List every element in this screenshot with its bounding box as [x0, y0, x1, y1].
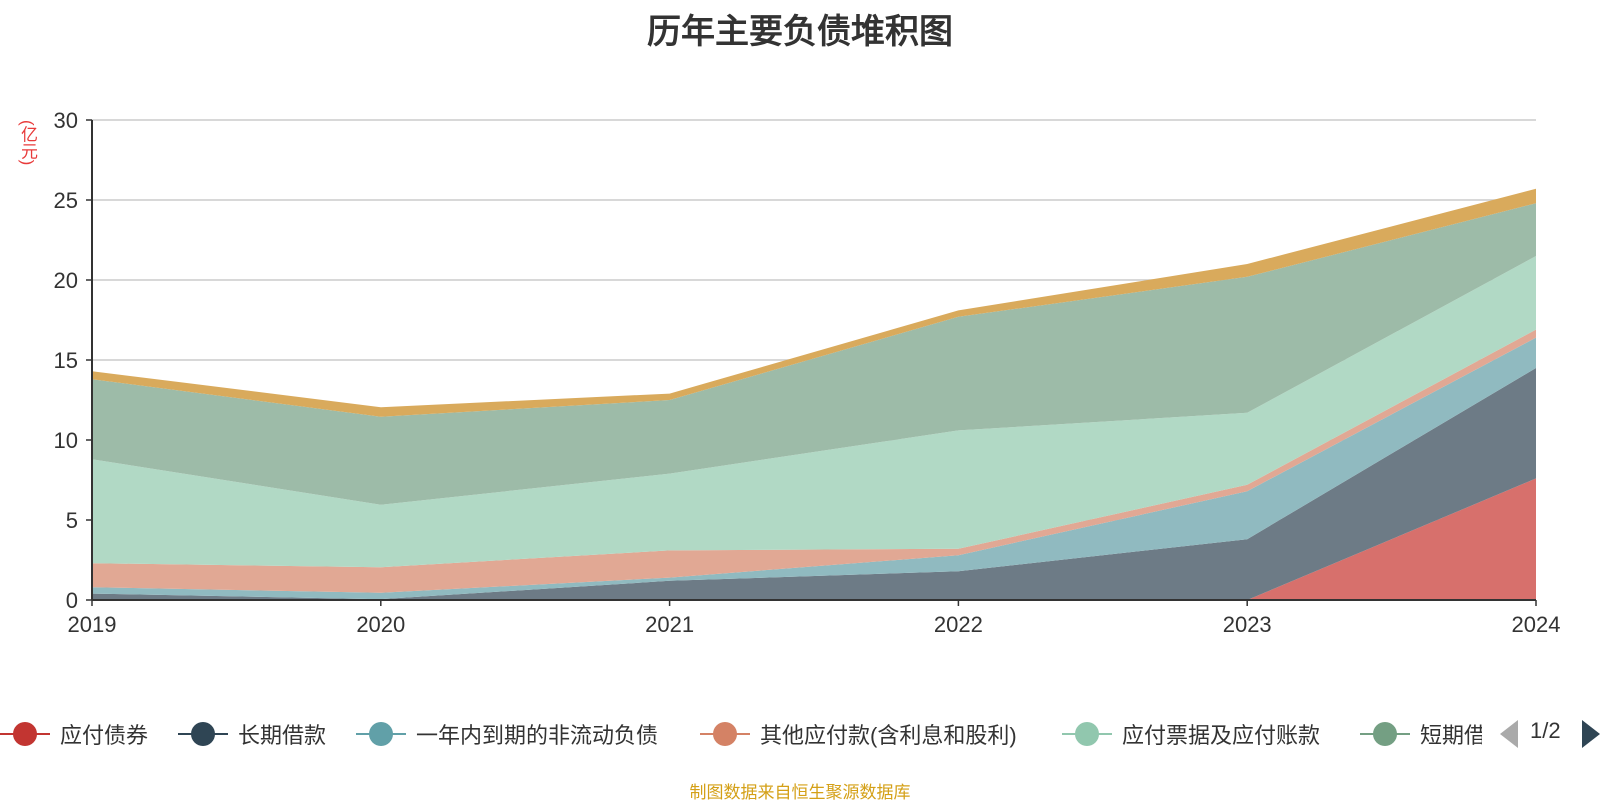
y-tick-label-15: 15	[54, 348, 78, 373]
legend: 应付债券 长期借款 一年内到期的非流动负债 其他应付款(含利息和股利) 应付票据及应付账…	[0, 716, 1600, 752]
legend-marker-icon	[356, 722, 406, 746]
stacked-area-chart: 0 5 10 15 20 25 30 2019 2020 2021 2022 2023 2024	[54, 108, 1561, 637]
legend-marker-icon	[0, 722, 50, 746]
area-series	[92, 188, 1536, 600]
area-series-7	[92, 188, 1536, 417]
x-tick-label-2021: 2021	[645, 612, 694, 637]
legend-page-indicator: 1/2	[1530, 718, 1561, 743]
y-axis-unit-label: (亿元)	[18, 120, 37, 166]
x-tick-label-2023: 2023	[1223, 612, 1272, 637]
legend-marker-icon	[700, 722, 750, 746]
legend-item-6[interactable]: 短期借款	[1360, 716, 1482, 752]
legend-marker-icon	[178, 722, 228, 746]
x-tick-label-2024: 2024	[1512, 612, 1561, 637]
legend-item-4[interactable]: 其他应付款(含利息和股利)	[700, 716, 1017, 752]
y-tick-label-10: 10	[54, 428, 78, 453]
x-tick-label-2019: 2019	[68, 612, 117, 637]
legend-label: 一年内到期的非流动负债	[416, 723, 659, 748]
legend-item-2[interactable]: 长期借款	[178, 716, 326, 752]
x-tick-label-2020: 2020	[356, 612, 405, 637]
source-note: 制图数据来自恒生聚源数据库	[689, 783, 911, 802]
legend-marker-icon	[1360, 722, 1410, 746]
y-tick-label-20: 20	[54, 268, 78, 293]
legend-prev-page-icon[interactable]	[1500, 720, 1518, 748]
y-tick-label-5: 5	[66, 508, 78, 533]
legend-item-3[interactable]: 一年内到期的非流动负债	[356, 716, 658, 752]
legend-next-page-icon[interactable]	[1582, 720, 1600, 748]
legend-item-5[interactable]: 应付票据及应付账款	[1062, 716, 1320, 752]
legend-marker-icon	[1062, 722, 1112, 746]
legend-label: 应付票据及应付账款	[1122, 723, 1321, 748]
legend-label: 其他应付款(含利息和股利)	[760, 723, 1017, 748]
area-series-3	[92, 337, 1536, 600]
chart-title: 历年主要负债堆积图	[647, 13, 953, 51]
area-series-1	[92, 478, 1536, 600]
legend-label: 短期借款	[1420, 723, 1482, 748]
legend-items: 应付债券 长期借款 一年内到期的非流动负债 其他应付款(含利息和股利) 应付票据及应付账…	[0, 716, 1482, 752]
legend-item-1[interactable]: 应付债券	[0, 716, 148, 752]
area-series-4	[92, 329, 1536, 593]
legend-label: 应付债券	[60, 723, 149, 748]
y-tick-label-25: 25	[54, 188, 78, 213]
legend-label: 长期借款	[238, 723, 327, 748]
area-series-6	[92, 203, 1536, 505]
y-tick-label-0: 0	[66, 588, 78, 613]
x-tick-label-2022: 2022	[934, 612, 983, 637]
axes: 0 5 10 15 20 25 30 2019 2020 2021 2022 2023 2024	[54, 108, 1561, 637]
area-series-5	[92, 256, 1536, 568]
y-tick-label-30: 30	[54, 108, 78, 133]
